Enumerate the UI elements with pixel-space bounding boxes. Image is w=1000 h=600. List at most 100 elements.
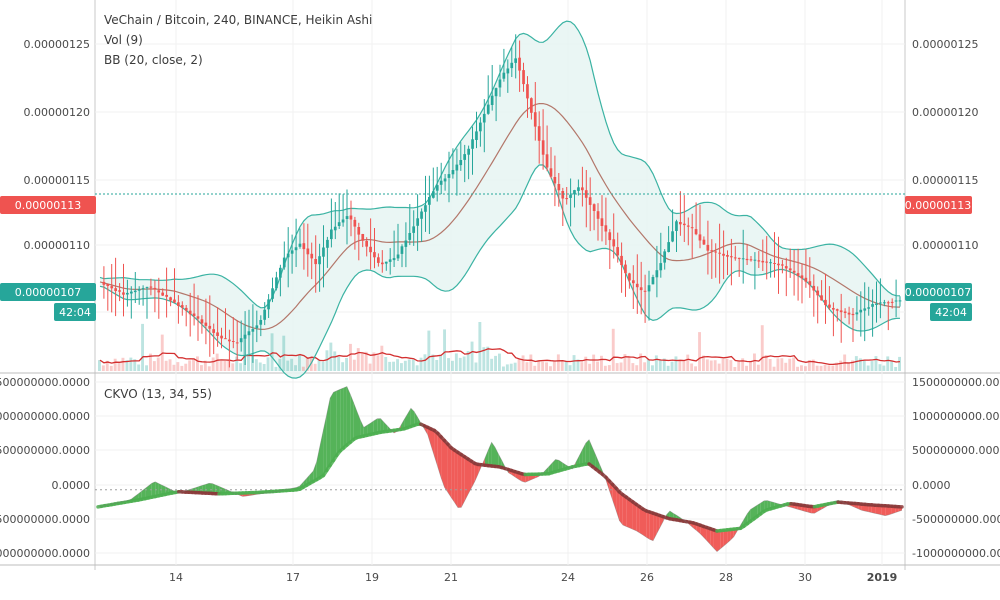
candle-body: [694, 229, 698, 235]
kvo-area-segment: [713, 529, 717, 552]
kvo-area-segment: [548, 463, 553, 474]
candle-body: [290, 250, 294, 254]
candle-body: [349, 215, 353, 220]
volume-bar: [156, 357, 160, 371]
candle-body: [616, 247, 619, 256]
volume-bar: [847, 362, 850, 371]
kvo-tick-right: 1000000000.0000: [912, 410, 1000, 423]
volume-bar: [266, 357, 270, 371]
volume-bar: [462, 356, 466, 371]
candle-body: [318, 256, 321, 265]
candle-body: [333, 226, 337, 231]
candle-body: [761, 260, 765, 263]
volume-bar: [239, 363, 243, 371]
volume-bar: [505, 364, 509, 371]
candle-body: [180, 305, 184, 308]
kvo-area-segment: [457, 452, 462, 508]
volume-bar: [141, 323, 144, 371]
candle-body: [651, 277, 655, 285]
volume-bar: [411, 359, 415, 371]
candle-body: [510, 62, 514, 69]
candle-body: [357, 227, 361, 235]
candle-body: [561, 191, 565, 199]
volume-bar: [352, 359, 356, 371]
volume-bar: [454, 353, 458, 371]
candle-body: [855, 312, 859, 315]
kvo-tick-right: 500000000.0000: [912, 444, 1000, 457]
kvo-area-segment: [155, 481, 159, 497]
volume-bar: [247, 354, 250, 371]
kvo-area-segment: [612, 484, 617, 511]
kvo-area-segment: [346, 386, 351, 446]
candle-body: [796, 273, 800, 277]
kvo-area-segment: [871, 504, 876, 514]
kvo-area-segment: [555, 459, 559, 472]
kvo-area-segment: [491, 442, 495, 467]
volume-bar: [431, 354, 435, 371]
candle-body: [231, 341, 235, 342]
volume-bar: [705, 359, 709, 371]
volume-bar: [278, 358, 282, 371]
candle-body: [282, 257, 286, 268]
candle-body: [788, 268, 792, 271]
candle-body: [498, 79, 502, 88]
candle-body: [235, 342, 239, 344]
candle-body: [753, 259, 757, 261]
candle-body: [820, 295, 823, 301]
candle-body: [337, 222, 341, 226]
time-tick: 26: [640, 571, 654, 584]
candle-body: [381, 262, 384, 265]
cvko-indicator-label[interactable]: CKVO (13, 34, 55): [104, 387, 212, 401]
volume-bar: [486, 346, 490, 371]
volume-bar: [301, 366, 305, 371]
candle-body: [275, 277, 278, 289]
last-price-badge-text: 0.00000107: [15, 286, 81, 299]
volume-bar: [235, 356, 239, 371]
candle-body: [455, 164, 459, 171]
candle-body: [675, 221, 678, 231]
kvo-area-segment: [474, 463, 479, 482]
kvo-area-segment: [622, 494, 627, 527]
candle-body: [286, 253, 290, 258]
current-price-badge-left: 0.00000113: [0, 196, 96, 214]
candle-body: [863, 308, 867, 311]
candle-body: [745, 258, 749, 261]
candle-body: [553, 177, 557, 184]
volume-bar: [176, 362, 180, 371]
volume-bar: [784, 362, 788, 371]
time-tick: 2019: [867, 571, 898, 584]
candle-body: [812, 285, 816, 291]
candle-body: [173, 299, 176, 303]
volume-bar: [258, 362, 262, 371]
candles[interactable]: [102, 34, 902, 368]
candle-body: [784, 266, 788, 269]
candle-body: [353, 219, 357, 227]
volume-bar: [796, 366, 799, 371]
volume-bar: [149, 353, 152, 371]
kvo-tick-left: 1000000000.0000: [0, 410, 90, 423]
volume-bar: [521, 355, 525, 371]
volume-bar: [498, 353, 501, 371]
candle-body: [439, 180, 443, 185]
candle-body: [479, 122, 482, 132]
candle-body: [800, 275, 804, 279]
volume-bar: [200, 365, 203, 371]
kvo-tick-left: 0.0000: [52, 479, 91, 492]
time-tick: 30: [798, 571, 812, 584]
kvo-area-segment: [717, 530, 721, 552]
candle-body: [843, 311, 847, 313]
kvo-area-segment: [427, 427, 431, 446]
price-tick-left: 0.00000115: [24, 174, 90, 187]
volume-bar: [415, 365, 419, 371]
kvo-area-segment: [579, 449, 583, 466]
countdown-badge-text: 42:04: [935, 306, 967, 319]
candle-body: [228, 339, 231, 342]
kvo-area-segment: [316, 445, 320, 480]
kvo-area-segment: [471, 461, 475, 488]
volume-indicator-label[interactable]: Vol (9): [104, 33, 143, 47]
candle-body: [730, 256, 733, 258]
volume-bar: [737, 360, 741, 371]
candle-body: [600, 218, 604, 226]
bollinger-indicator-label[interactable]: BB (20, close, 2): [104, 53, 203, 67]
